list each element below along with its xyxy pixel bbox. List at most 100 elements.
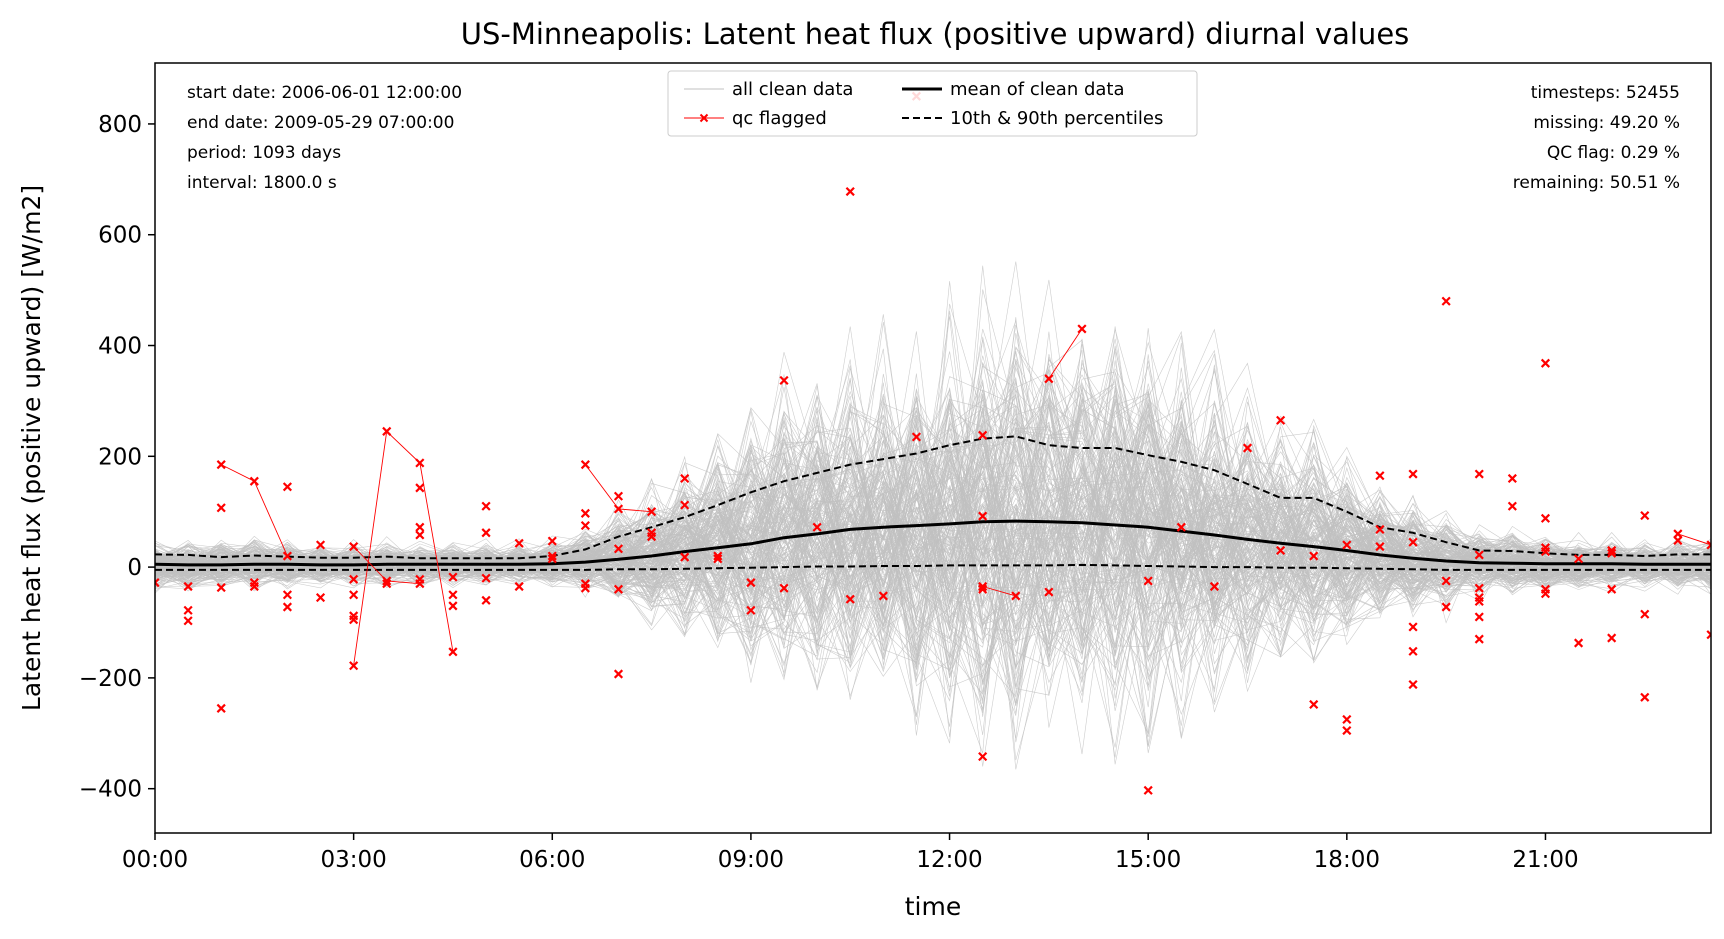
qc-flagged-point [1673, 535, 1683, 546]
qc-flagged-point [1143, 785, 1153, 795]
percentile-line [155, 563, 1711, 571]
qc-flagged-point [1309, 551, 1319, 561]
info-right-line: remaining: 50.51 % [1513, 173, 1680, 193]
qc-flagged-point [1474, 612, 1484, 622]
qc-flagged-point [1673, 529, 1683, 539]
clean-data-trace [155, 422, 1711, 666]
qc-flagged-point [1342, 725, 1352, 736]
legend-label: qc flagged [732, 108, 827, 129]
clean-data-trace [155, 348, 1711, 656]
x-tick-label: 21:00 [1512, 847, 1578, 873]
qc-flagged-point [1474, 469, 1484, 479]
info-left-line: period: 1093 days [187, 143, 341, 163]
x-tick-label: 03:00 [320, 847, 386, 873]
qc-flagged-point [1408, 469, 1418, 479]
qc-flagged-point [613, 669, 624, 679]
x-tick-label: 15:00 [1115, 847, 1181, 873]
qc-flagged-point [1375, 471, 1385, 481]
qc-flagged-point [349, 542, 359, 552]
qc-flagged-segment [982, 586, 1016, 597]
qc-flagged-point [249, 476, 259, 486]
qc-flagged-point [1375, 542, 1385, 552]
qc-flagged-point [613, 491, 624, 501]
clean-data-trace [155, 400, 1711, 650]
info-left: start date: 2006-06-01 12:00:00 end date:… [187, 83, 462, 193]
qc-flagged-point [580, 508, 590, 518]
info-left-line: start date: 2006-06-01 12:00:00 [187, 83, 462, 103]
info-right-line: timesteps: 52455 [1531, 83, 1680, 103]
qc-flagged-point [779, 583, 789, 593]
legend-box [667, 70, 1198, 137]
qc-flagged-point [1507, 473, 1517, 484]
qc-flagged-point [315, 540, 326, 550]
qc-flagged-point [382, 426, 392, 436]
legend-entry: mean of clean data [902, 79, 1125, 100]
legend-entry: all clean data [684, 79, 853, 100]
plot-frame [154, 62, 1712, 834]
qc-flagged-point [216, 703, 226, 713]
qc-flagged-point [183, 616, 193, 626]
qc-flagged-point [1607, 633, 1617, 643]
mean-line [155, 519, 1711, 567]
qc-flagged-point [282, 602, 293, 612]
clean-data-trace [155, 363, 1711, 636]
qc-flagged-segment [353, 430, 454, 666]
clean-data-trace [155, 389, 1711, 657]
clean-data-trace [155, 365, 1711, 758]
qc-flagged-point [382, 579, 392, 589]
qc-flagged-point [1706, 630, 1711, 640]
qc-flagged-point [713, 554, 723, 564]
qc-flagged-point [183, 605, 193, 615]
qc-flagged-point [1441, 296, 1451, 306]
legend-entry: qc flagged [684, 108, 827, 129]
qc-flagged-point [547, 536, 557, 546]
y-tick-label: 400 [98, 334, 142, 360]
qc-flagged-point [1077, 324, 1087, 334]
qc-flagged-point [481, 573, 491, 583]
qc-flagged-point [349, 615, 359, 625]
clean-data-trace [155, 358, 1711, 683]
qc-flagged-segment [585, 464, 652, 513]
qc-flagged-point [613, 584, 624, 594]
qc-flagged-point [580, 520, 590, 531]
clean-data-trace [155, 389, 1711, 581]
qc-flagged-point [481, 595, 491, 605]
x-tick-label: 09:00 [718, 847, 784, 873]
qc-flagged-point [1011, 591, 1021, 601]
y-tick-label: −400 [79, 777, 142, 803]
qc-flagged-points [155, 91, 1711, 795]
y-axis-label: Latent heat flux (positive upward) [W/m2… [17, 185, 46, 711]
qc-flagged-point [613, 544, 624, 554]
x-tick-label: 12:00 [916, 847, 982, 873]
qc-flagged-point [1640, 609, 1650, 619]
qc-flagged-point [746, 605, 756, 615]
info-left-line: end date: 2009-05-29 07:00:00 [187, 113, 454, 133]
qc-flagged-point [1242, 443, 1253, 453]
y-tick-label: 0 [127, 555, 142, 581]
qc-flagged-point [415, 522, 425, 532]
qc-flagged-point [282, 551, 293, 561]
clean-data-lines [155, 261, 1711, 770]
qc-flagged-point [647, 532, 657, 542]
qc-flagged-point [1573, 638, 1584, 648]
info-right-line: missing: 49.20 % [1533, 113, 1680, 133]
qc-flagged-point [448, 572, 458, 582]
qc-flagged-point [647, 507, 657, 517]
legend-label: all clean data [732, 79, 853, 100]
x-axis-label: time [905, 892, 961, 921]
qc-flagged-point [1640, 511, 1650, 521]
qc-flagged-point [1540, 358, 1551, 368]
qc-flagged-point [1276, 415, 1286, 425]
qc-flagged-point [547, 551, 557, 561]
qc-flagged-point [282, 590, 293, 600]
qc-flagged-point [680, 500, 690, 510]
qc-flagged-point [155, 578, 160, 588]
qc-flagged-segment [1048, 328, 1083, 380]
qc-flagged-point [713, 551, 723, 561]
qc-flagged-point [1209, 581, 1219, 592]
qc-flagged-point [216, 583, 226, 593]
qc-flagged-point [1309, 699, 1319, 710]
qc-flagged-point [547, 554, 557, 564]
qc-flagged-point [349, 590, 359, 600]
x-tick-label: 00:00 [122, 847, 188, 873]
